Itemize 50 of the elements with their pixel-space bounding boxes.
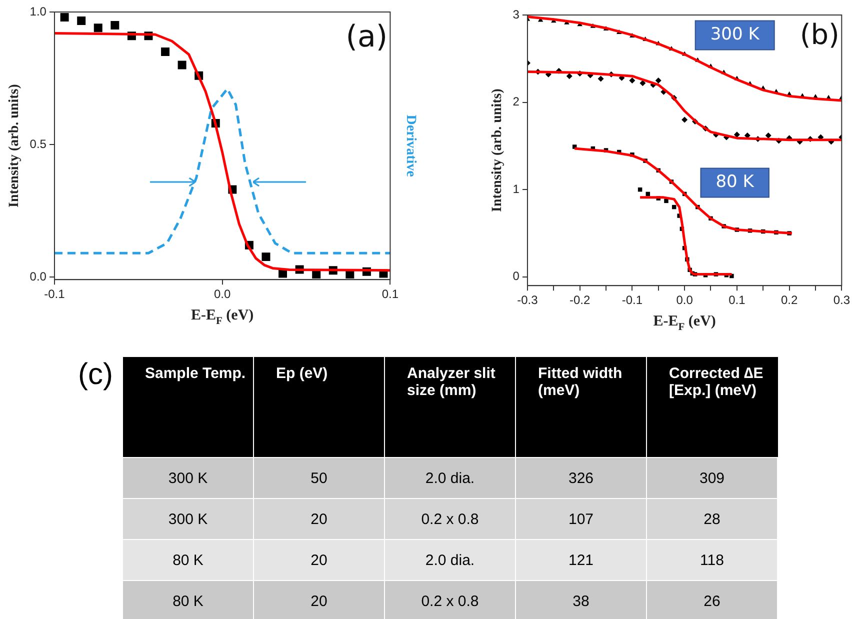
text: 309: [646, 458, 778, 498]
text: 0.2 x 0.8: [384, 580, 516, 619]
text: Fitted width (meV): [516, 357, 646, 458]
text: 20: [254, 498, 384, 540]
annotation: (b): [800, 18, 840, 51]
x-tick-label: 0.3: [833, 293, 850, 308]
y-tick-label: 0.5: [30, 136, 47, 151]
y-tick-label: 0.0: [30, 269, 47, 284]
x-tick-label: 0.0: [676, 293, 694, 308]
x-tick-label: -0.2: [569, 293, 590, 308]
x-tick-label: 0.1: [382, 287, 399, 302]
text: 121: [516, 540, 646, 580]
text: 50: [254, 458, 384, 498]
text: Sample Temp.: [122, 357, 254, 458]
text: 107: [516, 498, 646, 540]
text: 80 K: [122, 540, 254, 580]
y-tick-label: 3: [512, 7, 520, 22]
text: Corrected ∆E [Exp.] (meV): [646, 357, 778, 458]
y-axis-title: Intensity (arb. units): [7, 84, 22, 208]
text: 38: [516, 580, 646, 619]
text: 20: [254, 540, 384, 580]
text: 20: [254, 580, 384, 619]
text: 300 K: [122, 458, 254, 498]
y-tick-label: 2: [512, 94, 520, 109]
x-tick-label: 0.1: [728, 293, 746, 308]
x-tick-label: 0.2: [780, 293, 798, 308]
x-tick-label: -0.3: [517, 293, 538, 308]
text: 26: [646, 580, 778, 619]
x-tick-label: -0.1: [44, 287, 66, 302]
text: 118: [646, 540, 778, 580]
text: 2.0 dia.: [384, 540, 516, 580]
y-tick-label: 0: [512, 269, 520, 284]
text: 326: [516, 458, 646, 498]
text: 300 K: [122, 498, 254, 540]
y-tick-label: 1.0: [30, 4, 47, 18]
y-tick-label: 1: [512, 182, 520, 196]
annotation: 300 K: [710, 24, 760, 45]
y-axis-title: Intensity (arb. units): [490, 88, 506, 212]
annotation: 80 K: [716, 172, 755, 192]
text: (c): [78, 358, 113, 392]
y2-axis-title: Derivative: [402, 114, 418, 177]
x-tick-label: 0.0: [214, 287, 232, 302]
text: 28: [646, 498, 778, 540]
text: 2.0 dia.: [384, 458, 516, 498]
text: Ep (eV): [254, 357, 384, 458]
text: 80 K: [122, 580, 254, 619]
x-tick-label: -0.1: [622, 293, 643, 308]
annotation: (a): [346, 20, 388, 55]
text: 0.2 x 0.8: [384, 498, 516, 540]
text: Analyzer slit size (mm): [384, 357, 516, 458]
